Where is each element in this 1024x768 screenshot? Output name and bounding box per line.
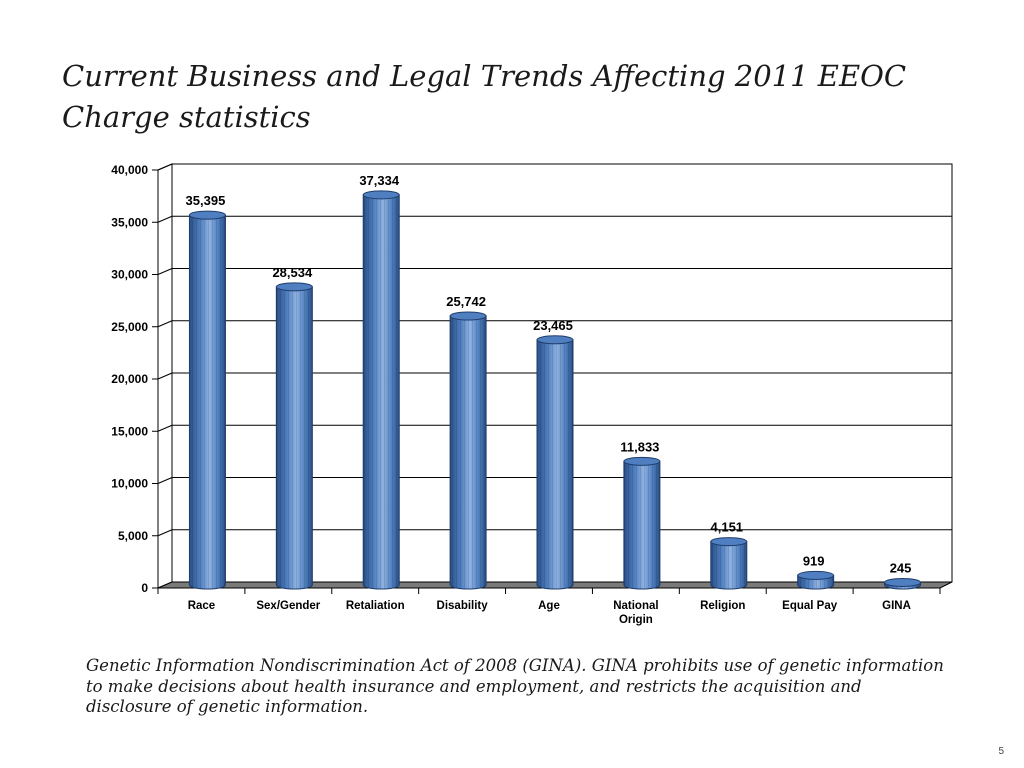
x-tick-label: GINA bbox=[882, 600, 911, 612]
bar-gina bbox=[884, 577, 922, 590]
x-tick-label-line: Equal Pay bbox=[782, 600, 838, 612]
bar-top bbox=[623, 456, 661, 466]
bar-top bbox=[884, 577, 922, 587]
data-label: 35,395 bbox=[186, 193, 226, 208]
x-tick-label-line: Disability bbox=[437, 600, 489, 612]
x-tick-label-line: Religion bbox=[700, 600, 745, 612]
gridline-side bbox=[157, 215, 173, 223]
x-tick-label-line: Retaliation bbox=[346, 600, 405, 612]
data-label: 245 bbox=[890, 560, 912, 575]
bar-race bbox=[188, 210, 226, 590]
data-label: 25,742 bbox=[446, 294, 486, 309]
slide-title: Current Business and Legal Trends Affect… bbox=[62, 59, 907, 134]
bar-top bbox=[449, 311, 487, 321]
y-tick-label: 15,000 bbox=[111, 424, 148, 438]
data-label: 4,151 bbox=[711, 520, 744, 535]
y-tick-label: 10,000 bbox=[111, 477, 148, 491]
bar-top bbox=[275, 282, 313, 292]
bar-top bbox=[797, 570, 835, 580]
bar-national-origin bbox=[623, 456, 661, 590]
x-tick-label: Religion bbox=[700, 600, 745, 612]
bar-stripes bbox=[450, 315, 487, 589]
x-tick-label: Sex/Gender bbox=[256, 600, 320, 612]
y-tick-label: 0 bbox=[141, 581, 148, 595]
data-label: 23,465 bbox=[533, 318, 573, 333]
bar-retaliation bbox=[362, 190, 400, 590]
y-tick-label: 25,000 bbox=[111, 320, 148, 334]
bar-chart: 0 5,000 10,000 15,000 20,000 25,000 30,000 35,0… bbox=[111, 163, 953, 626]
bar-age bbox=[536, 335, 574, 590]
gina-footnote: Genetic Information Nondiscrimination Ac… bbox=[86, 656, 944, 716]
x-tick-label-line: National bbox=[613, 600, 658, 612]
bar-stripes bbox=[189, 215, 226, 589]
x-tick-label: Retaliation bbox=[346, 600, 405, 612]
gridline-side bbox=[157, 529, 173, 537]
gridline-side bbox=[157, 268, 173, 275]
bar-stripes bbox=[623, 461, 660, 589]
y-tick-label: 30,000 bbox=[111, 268, 148, 282]
bar-stripes bbox=[710, 541, 747, 589]
bar-religion bbox=[710, 537, 748, 590]
x-tick-label-line: Age bbox=[538, 600, 560, 612]
bar-disability bbox=[449, 311, 487, 590]
bar-top bbox=[710, 537, 748, 547]
x-tick-label: Age bbox=[538, 600, 560, 612]
x-tick-label: Race bbox=[188, 600, 216, 612]
data-label: 37,334 bbox=[359, 173, 400, 188]
x-tick-label: National Origin bbox=[613, 600, 658, 626]
y-tick-label: 40,000 bbox=[111, 163, 148, 177]
bar-top bbox=[188, 210, 226, 220]
bar-top bbox=[536, 335, 574, 345]
x-tick-label: Equal Pay bbox=[782, 600, 838, 612]
page-number: 5 bbox=[998, 746, 1004, 757]
data-label: 11,833 bbox=[620, 439, 659, 454]
data-label: 28,534 bbox=[272, 265, 313, 280]
y-tick-label: 20,000 bbox=[111, 372, 148, 386]
bar-stripes bbox=[363, 194, 400, 590]
gridline-side bbox=[157, 424, 173, 432]
x-tick-label: Disability bbox=[437, 600, 489, 612]
gridline-side bbox=[157, 163, 173, 171]
bar-equal-pay bbox=[797, 570, 835, 590]
gridline-side bbox=[157, 477, 173, 484]
bar-top bbox=[362, 190, 400, 200]
y-tick-label: 5,000 bbox=[118, 529, 148, 543]
bar-sex-gender bbox=[275, 282, 313, 590]
x-tick-label-line: GINA bbox=[882, 600, 911, 612]
data-label: 919 bbox=[803, 553, 825, 568]
x-tick-label-line: Origin bbox=[619, 614, 653, 626]
x-tick-label-line: Sex/Gender bbox=[256, 600, 320, 612]
x-tick-label-line: Race bbox=[188, 600, 216, 612]
bar-stripes bbox=[276, 286, 313, 589]
gridline-side bbox=[157, 372, 173, 380]
bar-stripes bbox=[537, 339, 573, 589]
chart-svg: 0 5,000 10,000 15,000 20,000 25,000 30,000 35,0… bbox=[111, 163, 953, 626]
gridline-side bbox=[157, 320, 173, 328]
y-tick-label: 35,000 bbox=[111, 215, 148, 229]
